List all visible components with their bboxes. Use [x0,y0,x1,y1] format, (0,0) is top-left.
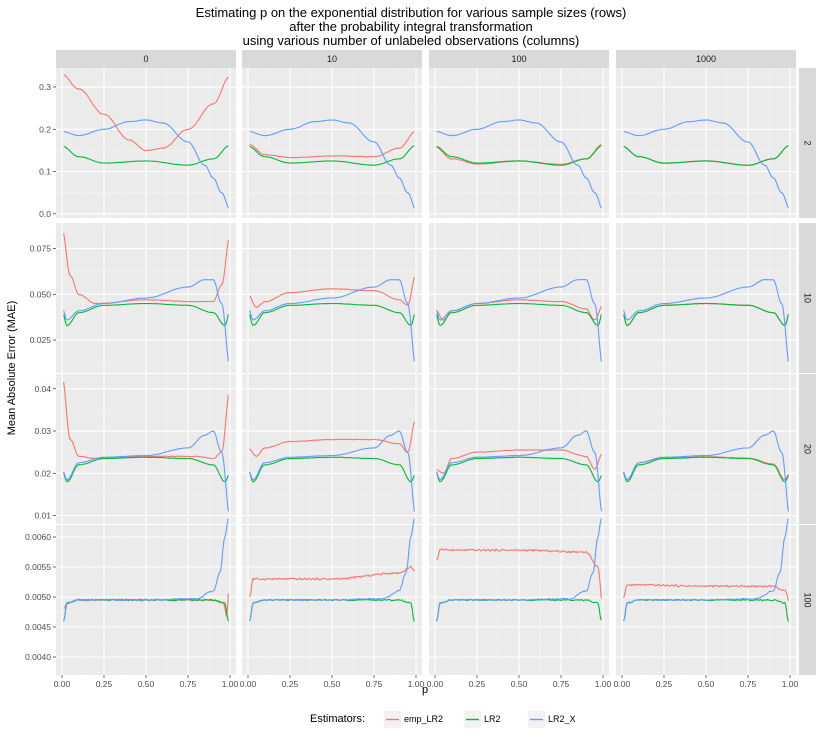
chart-title: Estimating p on the exponential distribu… [196,5,627,20]
series-line-LR2_X-10-0 [63,279,229,362]
series-line-LR2_X-10-10 [249,279,415,362]
series-line-LR2_X-100-100 [436,518,602,621]
series-line-LR2_X-20-100 [436,430,602,512]
x-tick-label: 1.00 [782,679,799,689]
y-tick-label: 0.02 [34,468,51,478]
chart-subtitle: after the probability integral transform… [289,19,533,34]
y-tick-label: 0.0045 [25,622,51,632]
y-tick-label: 0.1 [39,167,51,177]
row-label-100: 100 [803,592,813,607]
y-tick-label: 0.2 [39,124,51,134]
legend-label-LR2: LR2 [484,714,501,724]
series-line-emp_LR2-10-0 [63,233,229,305]
y-axis-label: Mean Absolute Error (MAE) [6,301,18,436]
x-tick-label: 1.00 [222,679,239,689]
series-line-LR2-10-100 [436,302,602,327]
row-strip-2 [799,68,816,218]
series-line-emp_LR2-2-10 [249,131,415,159]
series-line-LR2-20-100 [436,456,602,483]
legend-label-emp_LR2: emp_LR2 [404,714,443,724]
series-line-emp_LR2-20-100 [436,449,602,474]
y-tick-label: 0.050 [30,289,52,299]
series-line-LR2_X-100-1000 [623,518,789,622]
series-line-LR2-10-0 [63,302,229,327]
series-line-LR2-10-1000 [623,302,789,326]
y-tick-label: 0.01 [34,511,51,521]
column-label-10: 10 [327,54,337,64]
x-tick-label: 0.75 [366,679,383,689]
row-strip-20 [799,374,816,524]
y-tick-label: 0.0060 [25,532,51,542]
legend-title: Estimators: [310,713,365,725]
x-tick-label: 0.75 [740,679,757,689]
x-tick-label: 0.00 [54,679,71,689]
x-tick-label: 0.00 [427,679,444,689]
column-label-0: 0 [143,54,148,64]
legend-label-LR2_X: LR2_X [548,714,576,724]
series-line-emp_LR2-100-100 [436,547,602,599]
row-label-2: 2 [803,140,813,145]
x-tick-label: 0.25 [96,679,113,689]
series-line-LR2_X-2-100 [436,119,602,209]
row-strip-10 [799,223,816,373]
series-line-LR2_X-20-1000 [623,430,789,512]
series-line-emp_LR2-10-10 [249,276,415,308]
x-tick-label: 0.50 [138,679,155,689]
x-tick-label: 0.00 [614,679,631,689]
series-line-LR2_X-10-100 [436,278,602,362]
series-line-LR2-20-1000 [623,456,789,483]
y-tick-label: 0.0055 [25,562,51,572]
x-tick-label: 1.00 [408,679,425,689]
column-strip-10 [242,50,422,68]
series-line-LR2_X-2-0 [63,119,229,209]
panel-grid: 0 10 100 1000 2 0.0 0.1 0.2 0.3 10 0.025 0.050 0.075… [25,50,816,689]
series-line-LR2_X-100-0 [63,518,229,621]
y-tick-label: 0.3 [39,82,51,92]
y-tick-label: 0.03 [34,426,51,436]
y-tick-label: 0.025 [30,335,52,345]
series-line-LR2_X-20-0 [63,430,229,512]
y-tick-label: 0.075 [30,244,52,254]
x-tick-label: 0.25 [656,679,673,689]
column-strip-0 [56,50,236,68]
series-line-LR2_X-2-1000 [623,119,789,209]
series-line-LR2-10-10 [249,302,415,327]
y-tick-label: 0.0040 [25,652,51,662]
x-tick-label: 0.25 [469,679,486,689]
series-line-emp_LR2-20-10 [249,421,415,457]
series-line-LR2-20-10 [249,456,415,483]
x-tick-label: 0.50 [698,679,715,689]
row-strip-100 [799,525,816,675]
series-line-LR2_X-20-10 [249,430,415,512]
series-line-LR2_X-2-10 [249,119,415,209]
y-tick-label: 0.0050 [25,592,51,602]
series-line-LR2_X-10-1000 [623,279,789,362]
y-tick-label: 0.0 [39,209,51,219]
row-label-20: 20 [803,444,813,454]
series-line-emp_LR2-20-0 [63,381,229,460]
x-tick-label: 0.00 [240,679,257,689]
chart-subtitle-2: using various number of unlabeled observ… [243,33,580,48]
y-tick-label: 0.04 [34,384,51,394]
column-strip-1000 [616,50,796,68]
series-line-emp_LR2-100-1000 [623,583,789,601]
series-line-LR2-20-0 [63,456,229,483]
series-line-emp_LR2-100-10 [249,565,415,598]
x-tick-label: 0.25 [282,679,299,689]
series-line-LR2_X-100-10 [249,518,415,621]
x-tick-label: 0.50 [511,679,528,689]
x-tick-label: 0.50 [324,679,341,689]
column-label-100: 100 [511,54,526,64]
x-tick-label: 0.75 [180,679,197,689]
x-tick-label: 1.00 [595,679,612,689]
series-line-emp_LR2-2-0 [63,74,229,152]
column-strip-100 [429,50,609,68]
x-tick-label: 0.75 [553,679,570,689]
column-label-1000: 1000 [696,54,716,64]
x-axis-label: p [422,684,428,696]
row-label-10: 10 [803,293,813,303]
legend: Estimators: emp_LR2 LR2 LR2_X [310,711,576,728]
